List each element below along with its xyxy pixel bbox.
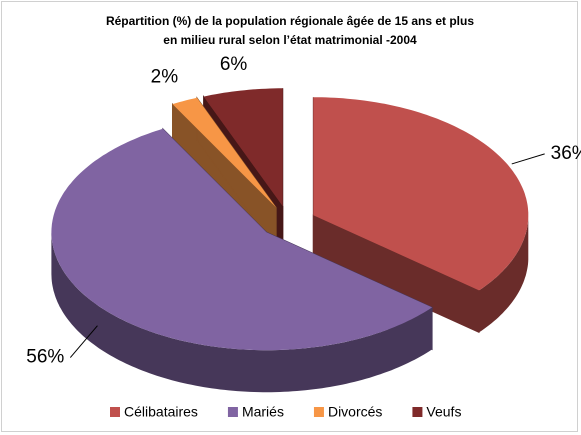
legend-swatch [227,407,238,417]
slice [313,97,529,291]
legend-swatch [110,407,120,417]
slice-wall [479,215,529,333]
data-label: 6% [220,54,248,75]
leader-line [69,325,98,358]
legend-label: Mariés [242,404,284,420]
slice-wall [51,232,433,393]
leader-line [511,153,545,165]
legend-label: Divorcés [328,404,382,420]
legend-label: Célibataires [124,404,198,420]
slice [51,128,433,351]
legend-swatch [313,407,324,417]
chart-title: en milieu rural selon l’état matrimonial… [163,33,417,47]
data-label: 36% [551,143,581,164]
chart-title: Répartition (%) de la population régiona… [106,14,474,28]
slice [203,88,283,207]
legend-label: Veufs [426,404,461,420]
slice [172,97,277,208]
data-label: 2% [151,66,179,87]
data-label: 56% [26,347,64,368]
legend-swatch [412,407,423,417]
slice-side [312,214,480,334]
